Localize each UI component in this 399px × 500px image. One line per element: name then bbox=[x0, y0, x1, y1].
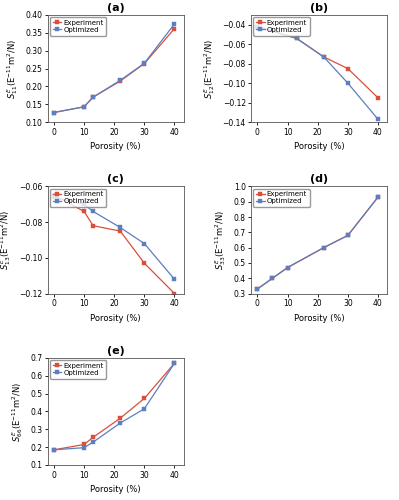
Optimized bbox=[118, 78, 122, 84]
Experiment bbox=[375, 194, 380, 200]
Experiment bbox=[346, 66, 350, 71]
Optimized bbox=[375, 116, 380, 122]
Legend: Experiment, Optimized: Experiment, Optimized bbox=[50, 17, 106, 36]
Y-axis label: $S^E_{13}$(E$^{-11}$m$^2$/N): $S^E_{13}$(E$^{-11}$m$^2$/N) bbox=[0, 210, 14, 270]
Experiment bbox=[91, 434, 95, 440]
Optimized bbox=[321, 244, 326, 250]
Y-axis label: $S^E_{33}$(E$^{-11}$m$^2$/N): $S^E_{33}$(E$^{-11}$m$^2$/N) bbox=[213, 210, 228, 270]
Optimized bbox=[142, 240, 147, 246]
Legend: Experiment, Optimized: Experiment, Optimized bbox=[50, 188, 106, 207]
Experiment bbox=[294, 36, 299, 42]
Line: Optimized: Optimized bbox=[51, 361, 177, 452]
Optimized bbox=[82, 104, 87, 110]
Legend: Experiment, Optimized: Experiment, Optimized bbox=[253, 188, 310, 207]
Line: Optimized: Optimized bbox=[51, 194, 177, 282]
Line: Optimized: Optimized bbox=[255, 194, 380, 292]
Optimized bbox=[172, 21, 177, 27]
Line: Experiment: Experiment bbox=[51, 26, 177, 115]
Optimized bbox=[91, 208, 95, 214]
Experiment bbox=[118, 78, 122, 84]
Experiment bbox=[51, 110, 56, 116]
Optimized bbox=[142, 406, 147, 411]
Optimized bbox=[172, 360, 177, 366]
Experiment bbox=[255, 286, 260, 292]
X-axis label: Porosity (%): Porosity (%) bbox=[294, 142, 344, 152]
Experiment bbox=[142, 60, 147, 66]
Optimized bbox=[294, 36, 299, 42]
Title: (a): (a) bbox=[107, 3, 124, 13]
Line: Experiment: Experiment bbox=[255, 24, 380, 100]
Experiment bbox=[82, 104, 87, 110]
X-axis label: Porosity (%): Porosity (%) bbox=[91, 485, 141, 494]
Line: Experiment: Experiment bbox=[255, 194, 380, 292]
Experiment bbox=[270, 276, 275, 281]
Optimized bbox=[321, 54, 326, 60]
Experiment bbox=[375, 95, 380, 101]
Experiment bbox=[118, 228, 122, 234]
X-axis label: Porosity (%): Porosity (%) bbox=[294, 314, 344, 322]
Optimized bbox=[172, 276, 177, 282]
Experiment bbox=[321, 54, 326, 60]
Optimized bbox=[270, 276, 275, 281]
Y-axis label: $S^E_{11}$(E$^{-11}$m$^2$/N): $S^E_{11}$(E$^{-11}$m$^2$/N) bbox=[5, 38, 20, 98]
Experiment bbox=[51, 447, 56, 453]
Optimized bbox=[82, 202, 87, 207]
Optimized bbox=[51, 110, 56, 116]
Line: Experiment: Experiment bbox=[51, 361, 177, 452]
Experiment bbox=[91, 222, 95, 228]
Title: (d): (d) bbox=[310, 174, 328, 184]
Optimized bbox=[51, 194, 56, 200]
Legend: Experiment, Optimized: Experiment, Optimized bbox=[50, 360, 106, 378]
Optimized bbox=[346, 232, 350, 238]
Optimized bbox=[118, 224, 122, 230]
Title: (b): (b) bbox=[310, 3, 328, 13]
Optimized bbox=[118, 420, 122, 426]
Experiment bbox=[321, 244, 326, 250]
Optimized bbox=[346, 80, 350, 86]
Experiment bbox=[172, 26, 177, 32]
Optimized bbox=[82, 444, 87, 450]
Optimized bbox=[255, 24, 260, 30]
Experiment bbox=[255, 24, 260, 30]
Experiment bbox=[172, 360, 177, 366]
Experiment bbox=[172, 290, 177, 296]
Optimized bbox=[255, 286, 260, 292]
Title: (c): (c) bbox=[107, 174, 124, 184]
Experiment bbox=[91, 94, 95, 100]
Experiment bbox=[285, 264, 290, 270]
Line: Optimized: Optimized bbox=[255, 24, 380, 122]
Optimized bbox=[142, 60, 147, 66]
Experiment bbox=[51, 192, 56, 198]
Legend: Experiment, Optimized: Experiment, Optimized bbox=[253, 17, 310, 36]
Y-axis label: $S^E_{66}$(E$^{-11}$m$^2$/N): $S^E_{66}$(E$^{-11}$m$^2$/N) bbox=[10, 382, 25, 442]
X-axis label: Porosity (%): Porosity (%) bbox=[91, 142, 141, 152]
Optimized bbox=[51, 447, 56, 453]
Experiment bbox=[142, 260, 147, 266]
Optimized bbox=[91, 439, 95, 445]
Title: (e): (e) bbox=[107, 346, 124, 356]
Experiment bbox=[82, 208, 87, 214]
Line: Experiment: Experiment bbox=[51, 193, 177, 296]
Optimized bbox=[91, 94, 95, 100]
X-axis label: Porosity (%): Porosity (%) bbox=[91, 314, 141, 322]
Optimized bbox=[375, 194, 380, 200]
Experiment bbox=[82, 442, 87, 448]
Experiment bbox=[118, 415, 122, 421]
Experiment bbox=[142, 396, 147, 402]
Experiment bbox=[346, 232, 350, 238]
Optimized bbox=[285, 264, 290, 270]
Line: Optimized: Optimized bbox=[51, 22, 177, 115]
Y-axis label: $S^E_{12}$(E$^{-11}$m$^2$/N): $S^E_{12}$(E$^{-11}$m$^2$/N) bbox=[202, 38, 217, 98]
